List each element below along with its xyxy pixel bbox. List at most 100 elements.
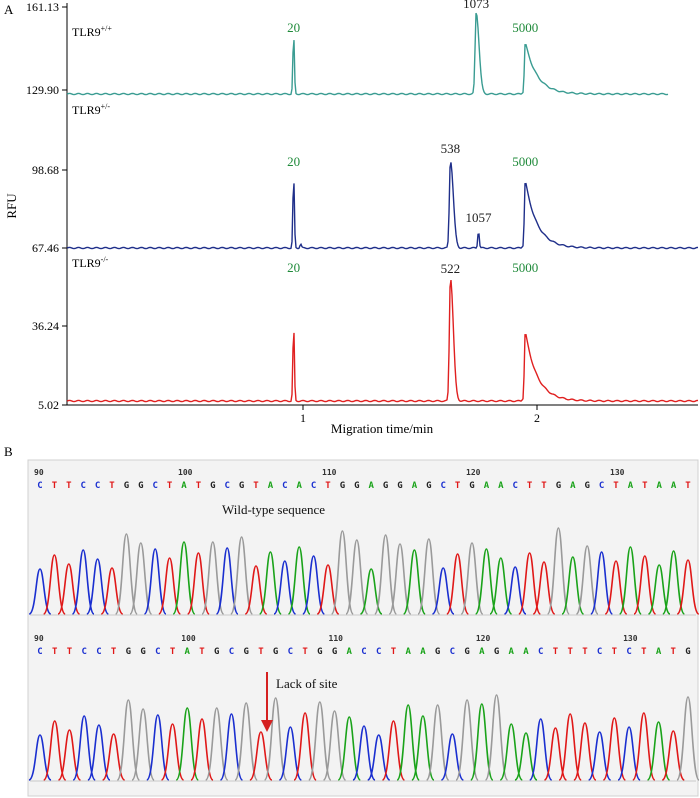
base-letter: G [383, 481, 388, 491]
base-letter: T [671, 647, 677, 657]
base-letter: A [671, 481, 677, 491]
peak-label: 5000 [512, 260, 538, 275]
position-number: 110 [329, 634, 344, 643]
y-ticks: 161.13 129.90 98.68 67.46 36.24 5.02 [26, 0, 67, 412]
chromatogram-peak [647, 564, 671, 615]
base-letter: G [210, 481, 215, 491]
chromatogram-peak [258, 551, 282, 615]
chromatogram-peak [417, 538, 441, 615]
trace-name: TLR9+/+ [72, 24, 112, 39]
chromatogram-peak [116, 699, 141, 781]
position-number: 90 [34, 468, 44, 477]
chromatogram-peak [590, 551, 614, 615]
chromatogram-peak [474, 548, 498, 615]
chromatogram-peak [42, 720, 67, 781]
chromatogram-peak [293, 712, 317, 781]
chromatogram-peak [322, 710, 347, 781]
base-letter: C [282, 481, 287, 491]
base-letter: T [302, 647, 308, 657]
base-letter: A [412, 481, 418, 491]
trace-line [66, 279, 699, 403]
base-letter: G [556, 481, 561, 491]
chromatogram-peak [676, 696, 700, 781]
chromatogram-peak [131, 708, 155, 781]
chromatogram-peak [503, 566, 527, 615]
chromatogram-peak [469, 703, 494, 781]
base-letter: T [582, 647, 588, 657]
base-letter: C [81, 647, 86, 657]
chromatogram-peak [633, 555, 657, 615]
chromatogram-peak [57, 563, 81, 615]
trace-name: TLR9+/- [72, 102, 110, 117]
peak-label: 522 [441, 261, 461, 276]
chromatogram-peak [86, 558, 110, 615]
base-letter: T [641, 647, 647, 657]
base-letter: A [479, 647, 485, 657]
chromatogram-peak [71, 549, 95, 615]
chromatogram-peak [215, 547, 239, 615]
chromatogram-peak [587, 731, 612, 781]
chromatogram-peak [172, 541, 196, 615]
base-letter: A [368, 481, 374, 491]
chromatogram-peak [573, 722, 597, 781]
chromatogram-peak [646, 721, 671, 781]
y-tick-label: 129.90 [26, 83, 59, 97]
chromatogram-peak [219, 713, 244, 781]
chromatogram-peak [345, 539, 369, 615]
base-letter: T [527, 481, 533, 491]
base-letter: T [455, 481, 461, 491]
base-letter: G [214, 647, 219, 657]
chromatogram-peak [518, 552, 542, 615]
base-letter: A [420, 647, 426, 657]
base-letter: T [685, 481, 691, 491]
peak-label: 20 [287, 260, 300, 275]
chromatogram-peak [244, 565, 268, 615]
base-letter: T [111, 647, 117, 657]
chromatogram-peak [425, 704, 450, 781]
chromatogram-peak [617, 726, 641, 781]
base-letter: T [66, 481, 72, 491]
chromatogram-peak [455, 699, 479, 781]
base-letter: G [464, 647, 469, 657]
chromatogram-peak [402, 549, 426, 615]
chromatogram-peak [446, 553, 470, 615]
position-number: 120 [476, 634, 491, 643]
chromatogram-peak [190, 718, 214, 781]
trace-name: TLR9-/- [72, 255, 109, 270]
peak-label: 20 [287, 154, 300, 169]
y-tick-label: 67.46 [32, 241, 59, 255]
chromatogram-peak [381, 720, 406, 781]
trace: TLR9+/+ 20 1073 5000 [66, 0, 669, 96]
chromatogram-peak [337, 716, 362, 781]
base-letter: A [268, 481, 274, 491]
chromatogram-peak [160, 723, 185, 781]
arrow-head [261, 720, 273, 732]
chromatogram-peak [129, 542, 153, 615]
chromatogram-peak [87, 724, 111, 781]
base-letter: C [626, 647, 631, 657]
base-letter: C [376, 647, 381, 657]
chromatogram-background [27, 459, 699, 797]
chromatogram-peak [514, 732, 538, 781]
base-letter: T [325, 481, 331, 491]
chromatogram-peak [145, 714, 170, 781]
base-letter: C [512, 481, 517, 491]
chromatogram-peak [618, 546, 642, 615]
peak-label: 538 [441, 141, 461, 156]
base-letter: G [685, 647, 690, 657]
base-letter: C [361, 647, 366, 657]
chromatogram-peak [561, 556, 585, 615]
base-letter: G [397, 481, 402, 491]
base-letter: T [642, 481, 648, 491]
base-letter: G [584, 481, 589, 491]
chromatogram-peak [186, 552, 210, 615]
base-letter: T [612, 647, 618, 657]
chromatogram-peak [307, 701, 332, 781]
chromatogram-peak [558, 713, 583, 781]
base-letter: A [509, 647, 515, 657]
base-letter: C [597, 647, 602, 657]
